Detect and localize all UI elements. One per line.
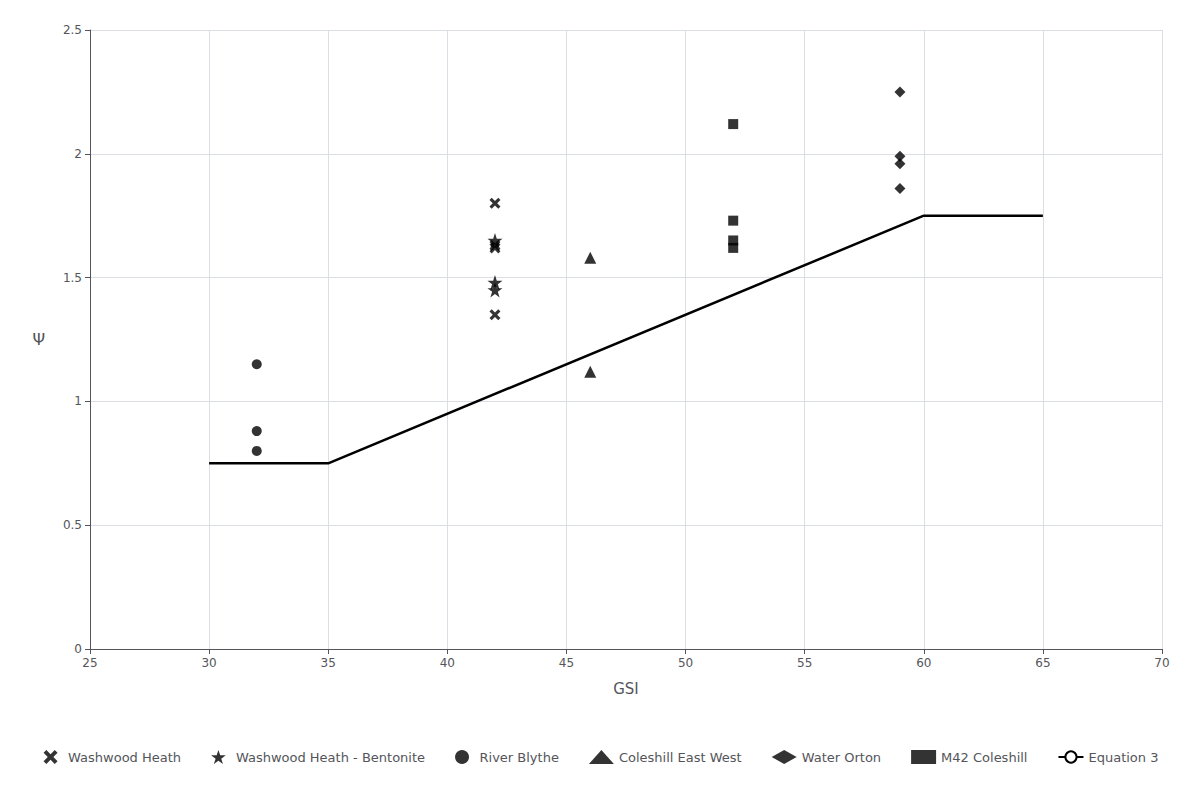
svg-text:Coleshill East West: Coleshill East West xyxy=(619,750,742,765)
svg-text:1.5: 1.5 xyxy=(63,271,82,285)
svg-text:30: 30 xyxy=(201,656,216,670)
svg-text:1: 1 xyxy=(74,394,82,408)
svg-text:35: 35 xyxy=(321,656,336,670)
svg-text:GSI: GSI xyxy=(613,680,639,698)
svg-text:Washwood Heath: Washwood Heath xyxy=(68,750,181,765)
svg-text:40: 40 xyxy=(440,656,455,670)
svg-text:2: 2 xyxy=(74,147,82,161)
svg-text:Washwood Heath - Bentonite: Washwood Heath - Bentonite xyxy=(236,750,425,765)
svg-text:Water Orton: Water Orton xyxy=(802,750,881,765)
svg-text:45: 45 xyxy=(559,656,574,670)
svg-text:0.5: 0.5 xyxy=(63,518,82,532)
svg-text:25: 25 xyxy=(82,656,97,670)
svg-text:65: 65 xyxy=(1035,656,1050,670)
svg-text:M42 Coleshill: M42 Coleshill xyxy=(941,750,1027,765)
svg-text:55: 55 xyxy=(797,656,812,670)
svg-text:0: 0 xyxy=(74,642,82,656)
svg-text:Ψ: Ψ xyxy=(32,330,45,349)
svg-text:River Blythe: River Blythe xyxy=(480,750,559,765)
svg-text:2.5: 2.5 xyxy=(63,23,82,37)
svg-text:Equation 3: Equation 3 xyxy=(1088,750,1158,765)
svg-text:60: 60 xyxy=(916,656,931,670)
svg-text:70: 70 xyxy=(1154,656,1169,670)
svg-text:50: 50 xyxy=(678,656,693,670)
